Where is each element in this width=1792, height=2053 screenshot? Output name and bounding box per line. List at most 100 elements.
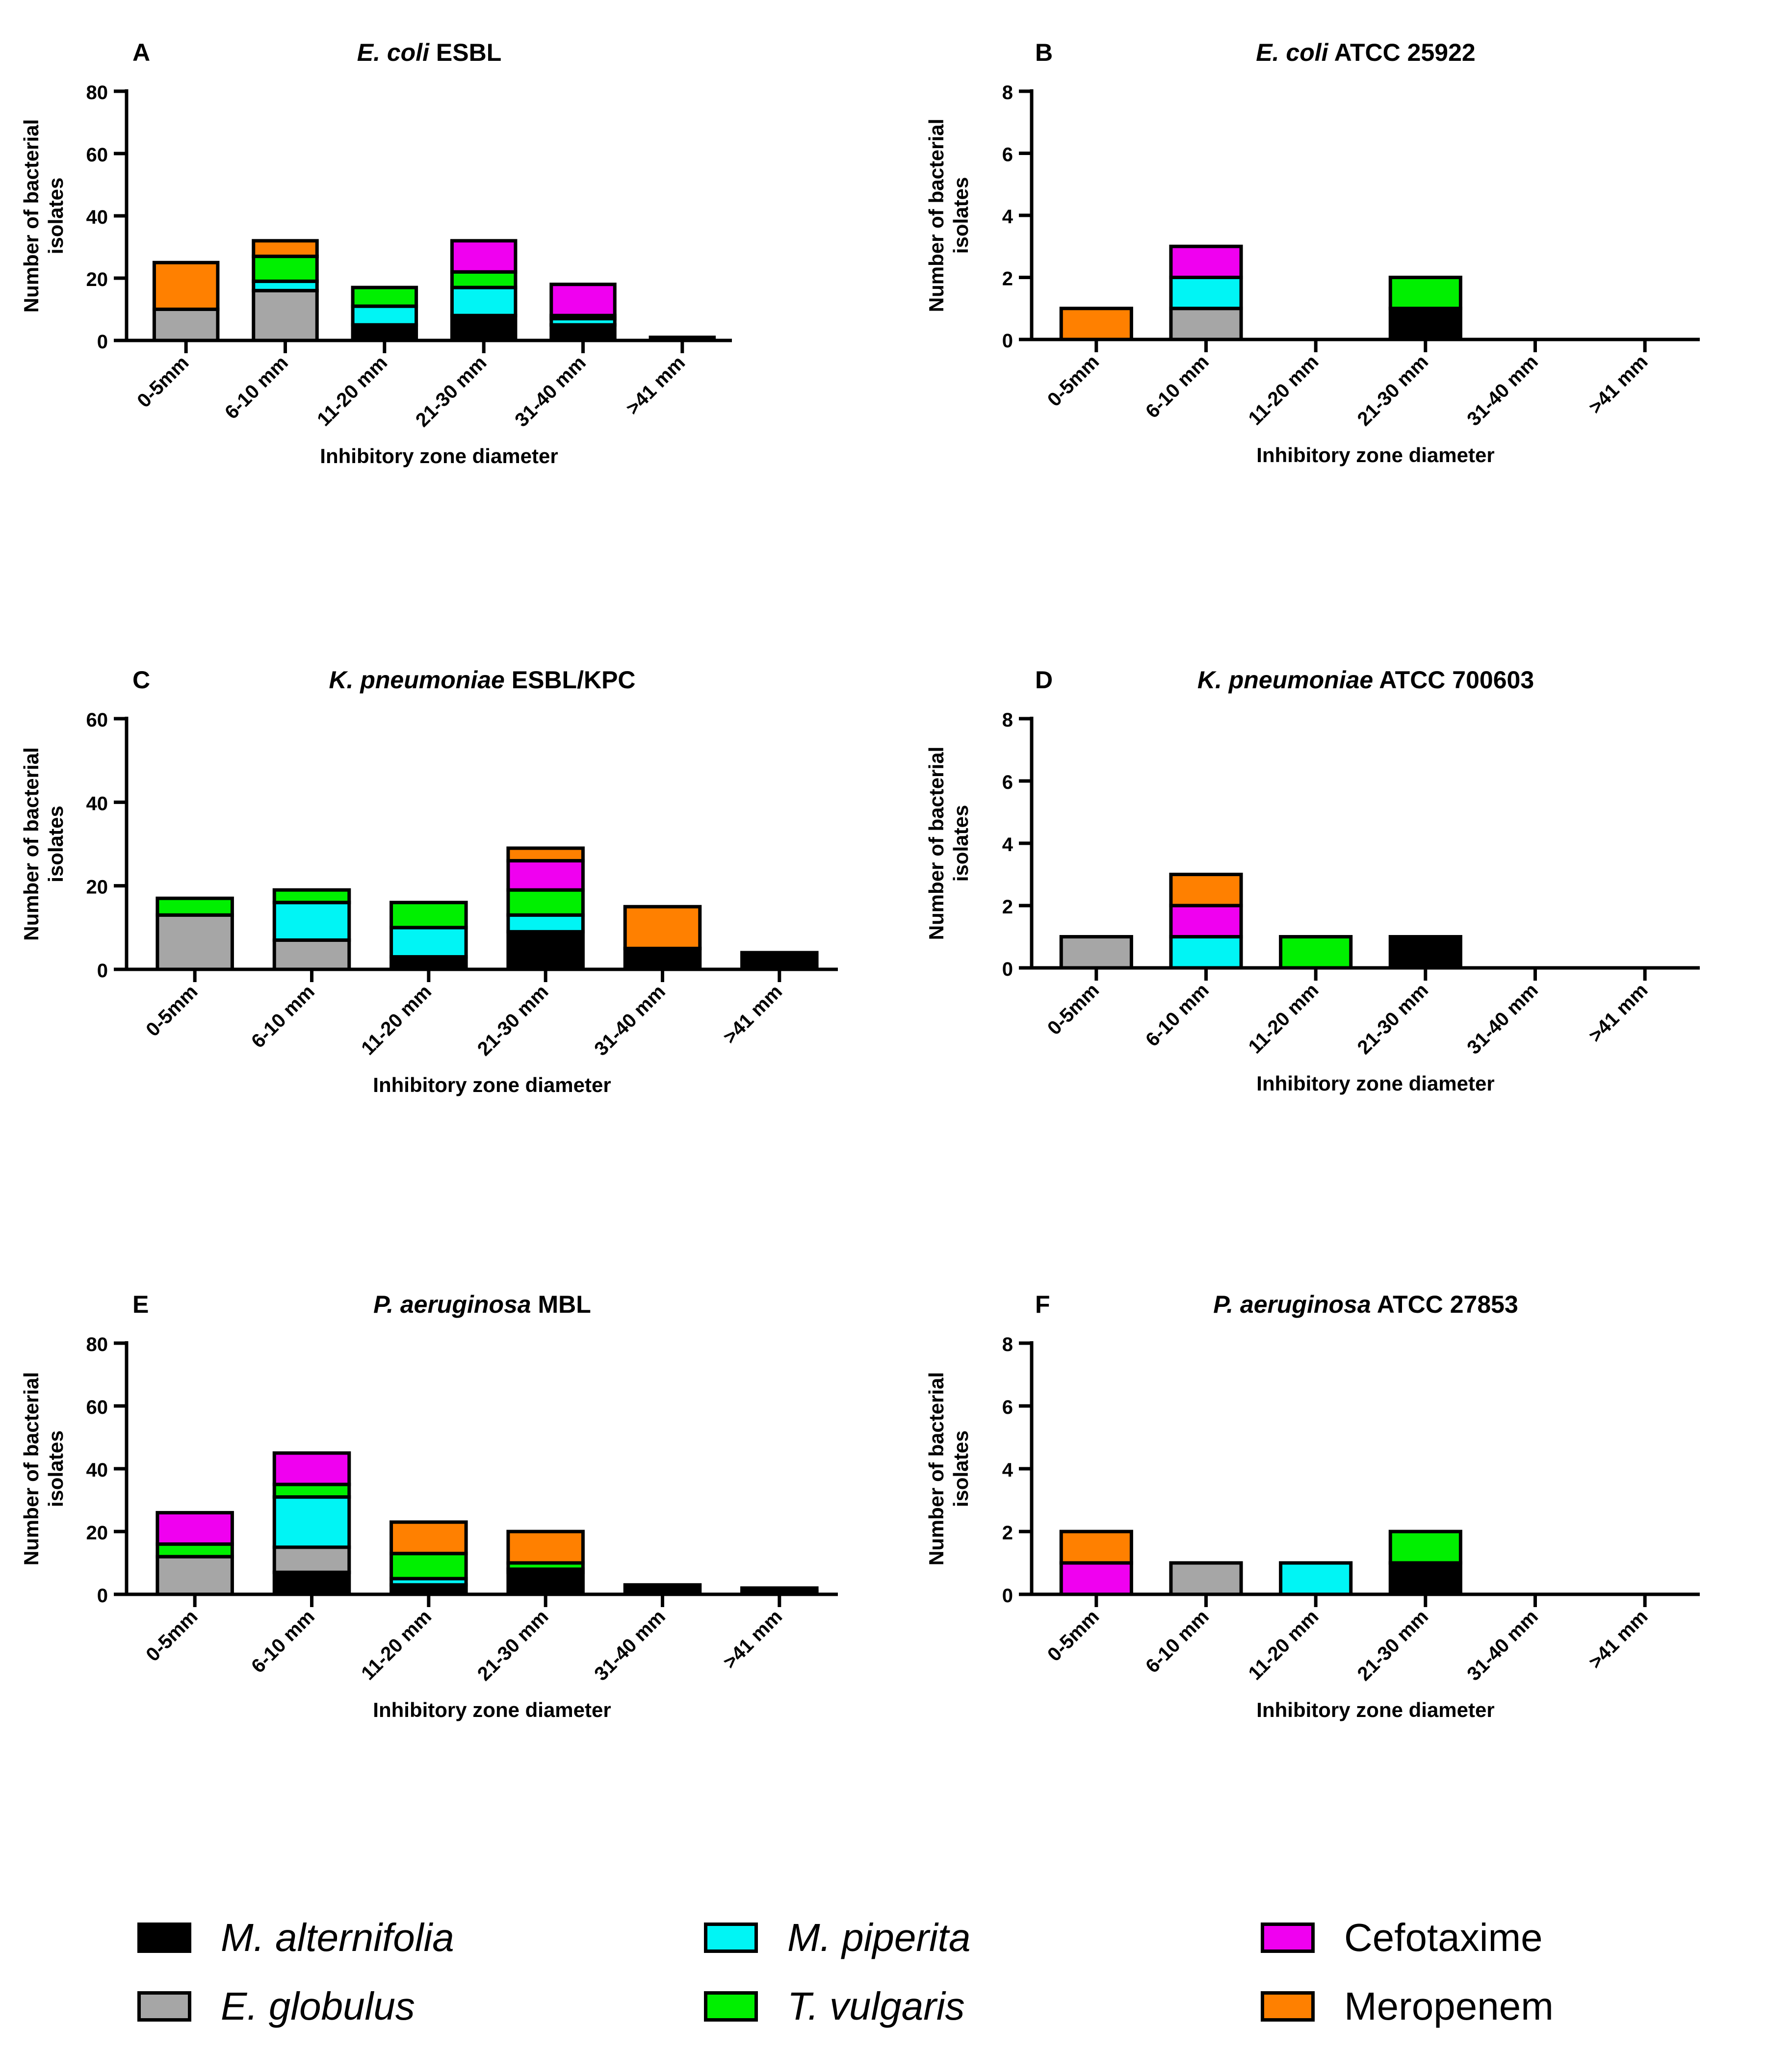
x-tick-label-21-30-mm: 21-30 mm	[1353, 1606, 1433, 1685]
bar-m-alternifolia-11-20-mm	[351, 323, 418, 342]
bar-t-vulgaris-11-20-mm	[390, 1552, 468, 1581]
y-tick-label: 0	[1002, 959, 1013, 980]
x-axis-label: Inhibitory zone diameter	[373, 1698, 611, 1721]
y-axis-label-line2: isolates	[44, 178, 67, 254]
bar-m-alternifolia-11-20-mm	[390, 955, 468, 971]
x-tick-label-41-mm: >41 mm	[1584, 1606, 1652, 1673]
y-tick-label: 2	[1002, 896, 1013, 918]
chart-title-species: E. coli	[357, 39, 430, 66]
x-tick-label-41-mm: >41 mm	[719, 1606, 786, 1673]
bar-e-globulus-0-5mm	[156, 1555, 234, 1596]
x-tick-label-0-5mm: 0-5mm	[133, 352, 193, 412]
chart-title-strain: ATCC 25922	[1328, 39, 1476, 66]
bar-meropenem-21-30-mm	[506, 846, 585, 863]
x-tick-label-41-mm: >41 mm	[1584, 979, 1652, 1046]
bar-t-vulgaris-21-30-mm	[450, 270, 518, 289]
bar-cefotaxime-6-10-mm	[1169, 904, 1243, 938]
y-tick-label: 20	[86, 269, 108, 290]
y-tick-label: 40	[86, 793, 108, 814]
bar-t-vulgaris-6-10-mm	[252, 255, 319, 283]
y-tick-label: 60	[86, 1397, 108, 1418]
x-tick-label-6-10-mm: 6-10 mm	[1142, 979, 1213, 1051]
y-tick-label: 20	[86, 1522, 108, 1544]
chart-title-species: P. aeruginosa	[1213, 1291, 1371, 1318]
bar-t-vulgaris-11-20-mm	[1279, 935, 1353, 970]
bar-t-vulgaris-11-20-mm	[390, 901, 468, 930]
chart-title-strain: ESBL	[429, 39, 501, 66]
x-tick-label-0-5mm: 0-5mm	[142, 981, 202, 1040]
x-tick-label-31-40-mm: 31-40 mm	[1463, 979, 1542, 1059]
bar-t-vulgaris-21-30-mm	[1388, 1530, 1462, 1565]
x-tick-label-11-20-mm: 11-20 mm	[1244, 1606, 1323, 1684]
bar-e-globulus-0-5mm	[1059, 935, 1133, 970]
bar-e-globulus-6-10-mm	[272, 938, 351, 971]
bar-meropenem-0-5mm	[1059, 307, 1133, 341]
y-tick-label: 6	[1002, 144, 1013, 166]
x-tick-label-21-30-mm: 21-30 mm	[412, 352, 491, 431]
bar-e-globulus-0-5mm	[156, 913, 234, 971]
y-axis-label-line2: isolates	[949, 1430, 972, 1507]
bar-m-alternifolia-21-30-mm	[450, 313, 518, 342]
x-tick-label-11-20-mm: 11-20 mm	[1244, 979, 1323, 1058]
bar-meropenem-11-20-mm	[390, 1520, 468, 1556]
bar-t-vulgaris-6-10-mm	[272, 888, 351, 905]
bar-m-alternifolia-41-mm	[740, 951, 819, 971]
chart-title-strain: ATCC 27853	[1371, 1291, 1518, 1318]
bar-m-alternifolia-21-30-mm	[506, 1570, 585, 1596]
y-tick-label: 4	[1002, 1459, 1013, 1481]
y-tick-label: 6	[1002, 1397, 1013, 1418]
y-tick-label: 0	[97, 331, 108, 353]
x-tick-label-6-10-mm: 6-10 mm	[1142, 351, 1213, 422]
bar-m-piperita-11-20-mm	[1279, 1561, 1353, 1596]
y-tick-label: 8	[1002, 1334, 1013, 1355]
bar-cefotaxime-21-30-mm	[450, 239, 518, 274]
bar-meropenem-31-40-mm	[623, 905, 702, 950]
x-tick-label-21-30-mm: 21-30 mm	[473, 1606, 553, 1685]
chart-title-species: K. pneumoniae	[1197, 666, 1373, 694]
y-tick-label: 0	[97, 1585, 108, 1607]
y-axis-label-line2: isolates	[44, 1430, 67, 1507]
bar-cefotaxime-21-30-mm	[506, 859, 585, 892]
bar-t-vulgaris-0-5mm	[156, 1542, 234, 1559]
x-tick-label-11-20-mm: 11-20 mm	[357, 981, 436, 1059]
bar-m-alternifolia-6-10-mm	[272, 1570, 351, 1596]
bar-m-alternifolia-21-30-mm	[1388, 307, 1462, 341]
bar-t-vulgaris-11-20-mm	[351, 286, 418, 308]
chart-title-strain: MBL	[531, 1291, 591, 1318]
chart-title-species: P. aeruginosa	[373, 1291, 531, 1318]
bar-e-globulus-0-5mm	[152, 308, 220, 342]
y-axis-label-line1: Number of bacterial	[925, 1372, 948, 1565]
panel-letter: B	[1035, 39, 1053, 66]
y-tick-label: 60	[86, 709, 108, 731]
x-tick-label-31-40-mm: 31-40 mm	[590, 981, 670, 1060]
x-tick-label-0-5mm: 0-5mm	[1043, 1606, 1103, 1665]
bar-cefotaxime-31-40-mm	[549, 283, 617, 317]
bar-m-piperita-6-10-mm	[272, 1495, 351, 1549]
y-tick-label: 6	[1002, 772, 1013, 793]
x-tick-label-21-30-mm: 21-30 mm	[1353, 979, 1433, 1059]
x-tick-label-41-mm: >41 mm	[719, 981, 786, 1048]
chart-panel-c: C K. pneumoniae ESBL/KPC 0 20 40 60 0-5mm 6-10 …	[20, 666, 838, 1096]
y-axis-label-line2: isolates	[44, 806, 67, 882]
bar-m-alternifolia-21-30-mm	[1388, 1561, 1462, 1596]
chart-title-species: K. pneumoniae	[329, 666, 504, 694]
bar-t-vulgaris-41-mm	[740, 1586, 819, 1593]
bar-cefotaxime-6-10-mm	[1169, 244, 1243, 279]
x-tick-label-31-40-mm: 31-40 mm	[590, 1606, 670, 1685]
chart-title: E. coli ESBL	[357, 39, 502, 66]
bar-t-vulgaris-21-30-mm	[506, 888, 585, 917]
x-tick-label-11-20-mm: 11-20 mm	[313, 352, 391, 430]
y-tick-label: 8	[1002, 82, 1013, 104]
y-tick-label: 2	[1002, 1522, 1013, 1544]
bar-meropenem-21-30-mm	[506, 1530, 585, 1565]
panel-letter: F	[1035, 1291, 1050, 1318]
bar-meropenem-0-5mm	[1059, 1530, 1133, 1565]
bar-m-piperita-11-20-mm	[351, 304, 418, 327]
bar-cefotaxime-6-10-mm	[272, 1451, 351, 1486]
y-tick-label: 0	[1002, 330, 1013, 352]
panel-letter: D	[1035, 666, 1053, 694]
chart-panel-e: E P. aeruginosa MBL 0 20 40 60 80 0-5mm 6-10 mm 1…	[20, 1291, 838, 1721]
chart-title: P. aeruginosa MBL	[373, 1291, 591, 1318]
chart-title: K. pneumoniae ESBL/KPC	[329, 666, 635, 694]
y-tick-label: 40	[86, 207, 108, 228]
